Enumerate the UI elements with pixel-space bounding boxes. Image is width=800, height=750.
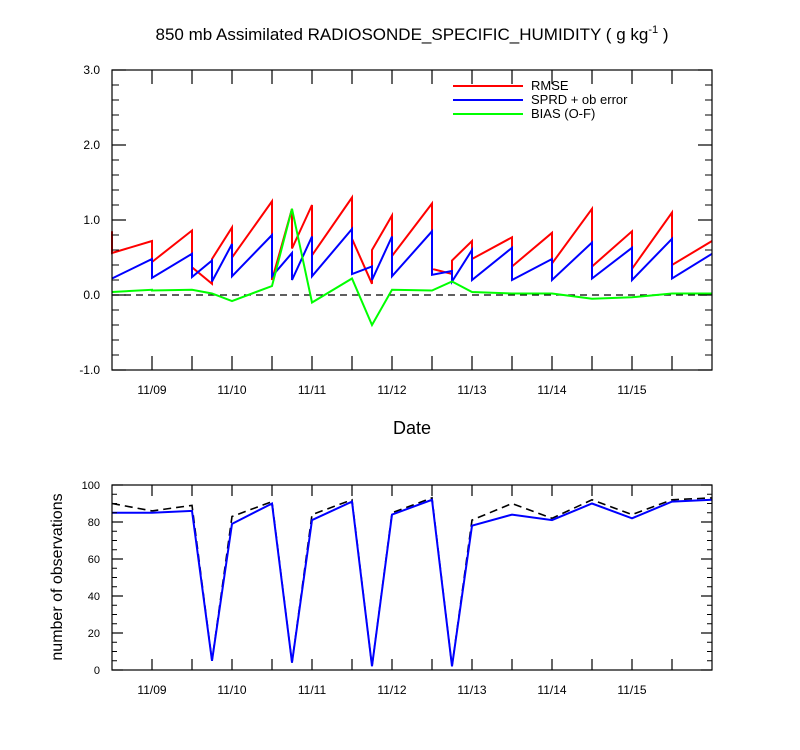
x-tick-label: 11/09 [137,683,166,697]
bottom-axis-ticks: 0 20 40 60 80 100 11/09 11/10 11/11 11/12 11/13 11/… [82,480,712,697]
top-series-group [111,194,713,328]
x-axis-title: Date [393,418,431,438]
series-line-used [112,498,713,667]
x-tick-label: 11/12 [377,683,406,697]
y-tick-label: 20 [88,628,100,640]
y-tick-label: 2.0 [83,138,100,152]
x-tick-label: 11/14 [537,383,566,397]
x-tick-label: 11/11 [298,383,327,397]
y-tick-label: 40 [88,591,100,603]
top-plot-frame [111,69,713,371]
chart-title-suffix: ) [658,25,668,44]
chart-title-superscript: -1 [648,24,658,36]
x-tick-label: 11/11 [298,683,327,697]
y-tick-label: 80 [88,517,100,529]
x-tick-label: 11/15 [617,383,646,397]
legend-label-sprd-ob-error: SPRD + ob error [531,92,628,107]
x-tick-label: 11/10 [217,683,246,697]
y-tick-label: 100 [82,480,100,492]
x-tick-label: 11/10 [217,383,246,397]
x-tick-label: 11/12 [377,383,406,397]
bottom-series-group [111,496,713,667]
y-tick-label: 0 [94,665,100,677]
series-line-rmse [111,194,713,286]
chart-title: 850 mb Assimilated RADIOSONDE_SPECIFIC_H… [156,24,669,44]
legend-label-bias-o-f: BIAS (O-F) [531,106,595,121]
x-tick-label: 11/14 [537,683,566,697]
y-tick-label: 1.0 [83,213,100,227]
x-tick-label: 11/15 [617,683,646,697]
chart-title-text: 850 mb Assimilated RADIOSONDE_SPECIFIC_H… [156,25,649,44]
top-axis-ticks: -1.0 0.0 1.0 2.0 3.0 11/09 11/10 11/11 11/12 11/1… [79,63,712,397]
bottom-plot-frame [111,484,713,671]
x-tick-label: 11/13 [457,683,486,697]
x-tick-label: 11/09 [137,383,166,397]
y-tick-label: 0.0 [83,288,100,302]
y-axis-title: number of observations [49,493,66,660]
y-tick-label: 3.0 [83,63,100,77]
y-tick-label: -1.0 [79,363,100,377]
top-chart: 850 mb Assimilated RADIOSONDE_SPECIFIC_H… [79,24,713,438]
bottom-chart: 0 20 40 60 80 100 11/09 11/10 11/11 11/12 11/13 11/… [49,480,713,697]
legend-label-rmse: RMSE [531,78,569,93]
x-tick-label: 11/13 [457,383,486,397]
series-line-bias-o-f [111,208,712,328]
y-tick-label: 60 [88,554,100,566]
series-line-sprd-ob-error [111,226,713,285]
